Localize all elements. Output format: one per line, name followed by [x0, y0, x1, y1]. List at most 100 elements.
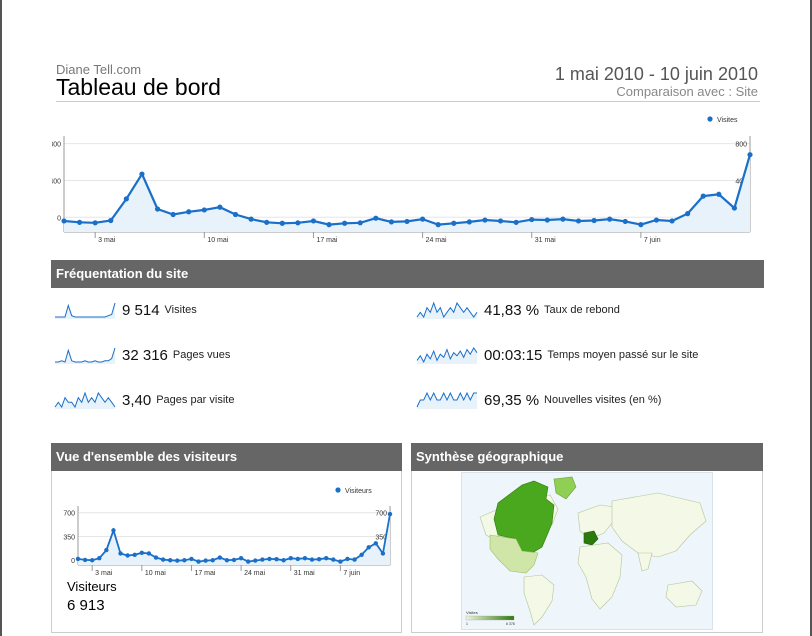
map-greenland — [553, 476, 577, 500]
data-point — [125, 553, 130, 558]
visitors-value: 6 913 — [67, 597, 105, 614]
data-point — [575, 218, 582, 224]
sparkline-area — [417, 348, 477, 364]
sparkline-area — [417, 303, 477, 319]
data-point — [622, 218, 628, 225]
data-point — [82, 557, 88, 563]
series-line — [77, 513, 391, 563]
data-point — [248, 216, 254, 222]
data-point — [274, 557, 279, 562]
data-point — [352, 557, 357, 562]
metric-pages-per-visit[interactable]: 3,40 Pages par visite — [54, 388, 234, 412]
data-point — [264, 219, 270, 225]
x-tick-label: 10 mai — [207, 237, 228, 244]
data-point — [167, 558, 173, 563]
metric-avg-time[interactable]: 00:03:15 Temps moyen passé sur le site — [416, 343, 698, 367]
data-point — [331, 557, 336, 562]
data-point — [182, 558, 187, 563]
data-point — [451, 220, 457, 226]
x-tick-label: 7 juin — [644, 237, 661, 244]
metric-value: 41,83 % — [484, 301, 540, 319]
data-point — [700, 193, 706, 199]
data-point — [245, 559, 251, 564]
sparkline-line — [55, 302, 116, 318]
x-tick-label: 17 mai — [316, 237, 337, 244]
metric-label: Visites — [164, 304, 197, 316]
x-tick-label: 31 mai — [535, 237, 556, 244]
date-range[interactable]: 1 mai 2010 - 10 juin 2010 — [554, 64, 758, 84]
data-point — [111, 528, 116, 533]
data-point — [731, 205, 738, 211]
map-legend-label: Visites — [466, 610, 478, 615]
map-legend-max: 6 378 — [506, 622, 515, 626]
world-map[interactable]: Visites 1 6 378 — [461, 472, 713, 630]
data-point — [104, 547, 109, 553]
map-europe — [577, 504, 615, 540]
comparison-label[interactable]: Comparaison avec : Site — [616, 84, 758, 99]
metric-label: Taux de rebond — [544, 304, 620, 316]
data-point — [186, 209, 192, 215]
data-point — [267, 556, 272, 562]
series-area — [64, 154, 750, 232]
y-tick-label: 350 — [63, 534, 75, 541]
data-point — [295, 556, 301, 562]
data-point — [716, 191, 722, 197]
data-point — [338, 559, 343, 564]
data-point — [685, 211, 691, 217]
data-point — [118, 551, 123, 556]
data-point — [170, 211, 176, 218]
data-point — [366, 545, 371, 550]
site-name: Diane Tell.com — [56, 62, 142, 77]
data-point — [607, 216, 613, 222]
sparkline-line — [416, 391, 477, 408]
metric-pageviews[interactable]: 32 316 Pages vues — [54, 343, 230, 367]
metric-value: 9 514 — [122, 301, 160, 319]
data-point — [260, 557, 265, 562]
sparkline-area — [55, 348, 115, 364]
data-point — [669, 218, 675, 224]
legend-marker — [335, 487, 341, 493]
x-tick-label: 3 mai — [98, 237, 116, 244]
data-point — [638, 222, 644, 228]
map-south-america — [523, 574, 555, 626]
legend-label: Visiteurs — [345, 488, 372, 495]
geo-summary-panel: Visites 1 6 378 — [411, 471, 763, 633]
data-point — [653, 217, 660, 223]
x-tick-label: 7 juin — [343, 570, 360, 577]
data-point — [747, 152, 753, 158]
sparkline-line — [54, 391, 116, 409]
metric-visits[interactable]: 9 514 Visites — [54, 298, 197, 322]
data-point — [482, 217, 488, 223]
data-point — [201, 207, 207, 213]
metric-bounce-rate[interactable]: 41,83 % Taux de rebond — [416, 298, 620, 322]
sparkline-pages-per-visit — [54, 391, 116, 409]
metric-value: 3,40 — [122, 391, 152, 409]
data-point — [232, 211, 239, 218]
data-point — [61, 218, 67, 224]
metric-value: 69,35 % — [484, 391, 540, 409]
data-point — [189, 556, 194, 562]
metric-new-visits[interactable]: 69,35 % Nouvelles visites (en %) — [416, 388, 661, 412]
map-usa — [489, 534, 539, 574]
data-point — [326, 222, 332, 228]
sparkline-avg-time — [416, 347, 478, 364]
geo-summary-header: Synthèse géographique — [411, 443, 763, 471]
frequentation-header: Fréquentation du site — [51, 260, 764, 288]
legend-label: Visites — [717, 117, 738, 124]
data-point — [139, 550, 145, 555]
data-point — [231, 557, 237, 563]
data-point — [160, 557, 166, 562]
metric-label: Temps moyen passé sur le site — [547, 349, 699, 361]
page-title: Tableau de bord — [56, 74, 221, 100]
sparkline-visits — [55, 302, 116, 319]
data-point — [97, 556, 102, 561]
data-point — [224, 558, 230, 563]
data-point — [146, 551, 152, 556]
metric-value: 00:03:15 — [484, 346, 543, 364]
data-point — [316, 557, 322, 562]
metric-label: Pages vues — [172, 349, 231, 361]
